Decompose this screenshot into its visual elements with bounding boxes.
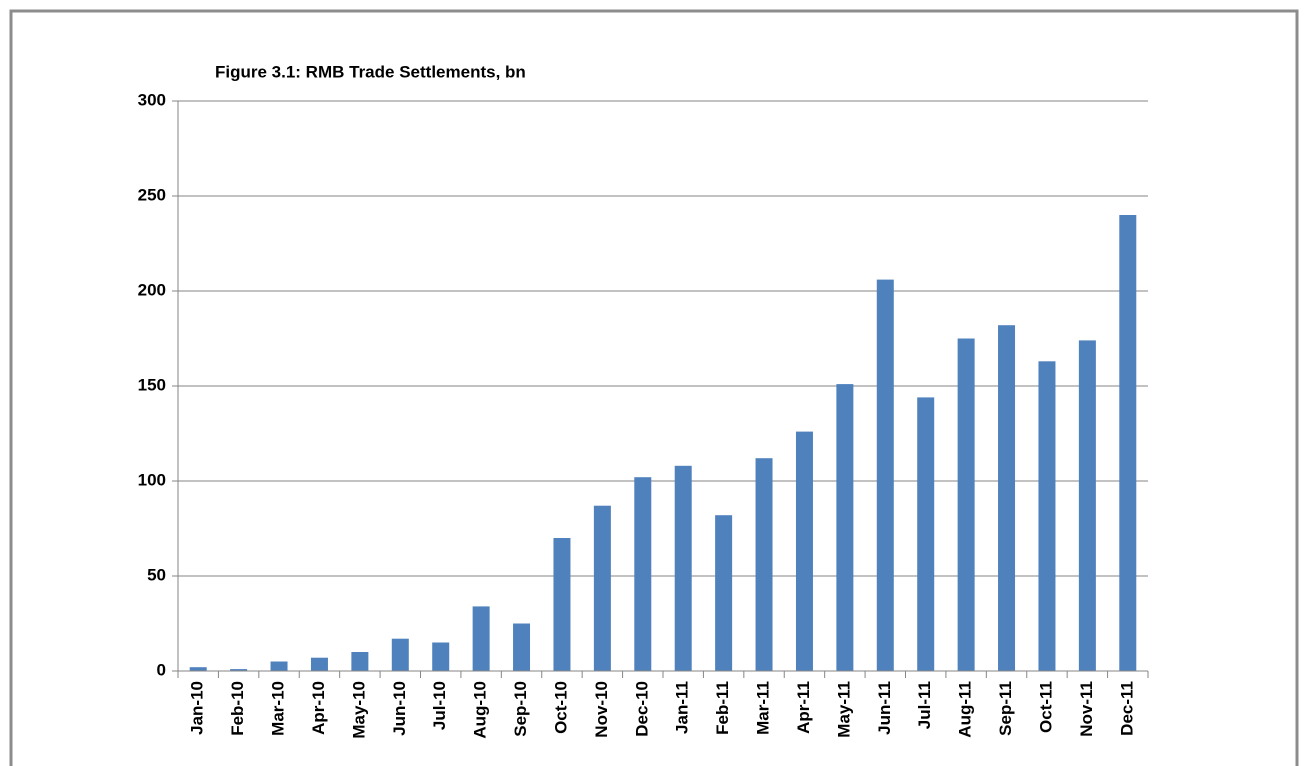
x-tick-label: Oct-10 (551, 681, 570, 734)
x-tick-label: Dec-10 (632, 681, 651, 737)
y-tick-label: 100 (138, 470, 166, 489)
x-tick-label: Apr-11 (794, 681, 813, 734)
x-tick-label: Feb-11 (713, 681, 732, 735)
bar (432, 642, 450, 671)
bar (795, 431, 813, 671)
bar (957, 338, 975, 671)
x-tick-label: May-11 (834, 681, 853, 738)
x-tick-label: Nov-10 (592, 681, 611, 738)
bar (230, 669, 248, 671)
x-tick-label: Mar-10 (269, 681, 288, 736)
bar (351, 652, 369, 671)
y-tick-label: 300 (138, 90, 166, 109)
bar (270, 661, 288, 671)
x-tick-label: Jun-11 (875, 681, 894, 735)
bar (836, 384, 854, 671)
y-tick-label: 250 (138, 185, 166, 204)
chart-title: Figure 3.1: RMB Trade Settlements, bn (215, 62, 526, 81)
bar (472, 606, 490, 671)
bar (391, 638, 409, 671)
bar (917, 397, 935, 671)
x-tick-label: Oct-11 (1036, 681, 1055, 733)
bar (553, 538, 571, 671)
bar (1119, 215, 1137, 671)
bar (674, 465, 692, 671)
bar (593, 505, 611, 671)
bar (513, 623, 531, 671)
bar (310, 657, 328, 671)
bar (634, 477, 652, 671)
x-tick-label: Jul-11 (915, 681, 934, 729)
bar (1038, 361, 1056, 671)
x-tick-label: Sep-11 (996, 681, 1015, 736)
x-tick-label: Apr-10 (309, 681, 328, 735)
bar (876, 279, 894, 671)
bar (189, 667, 207, 671)
bar (1078, 340, 1096, 671)
x-tick-label: Jan-11 (673, 681, 692, 734)
x-tick-label: Jul-10 (430, 681, 449, 730)
bar (755, 458, 773, 671)
x-tick-label: Dec-11 (1117, 681, 1136, 736)
x-tick-label: Sep-10 (511, 681, 530, 737)
x-tick-label: Nov-11 (1077, 681, 1096, 737)
bar (998, 325, 1016, 671)
y-tick-label: 50 (147, 565, 166, 584)
x-tick-label: Jan-10 (188, 681, 207, 735)
bar (715, 515, 733, 671)
x-tick-label: Aug-10 (471, 681, 490, 739)
y-tick-label: 0 (157, 660, 166, 679)
x-tick-label: Mar-11 (754, 681, 773, 735)
x-tick-label: Jun-10 (390, 681, 409, 736)
x-tick-label: Feb-10 (228, 681, 247, 736)
y-tick-label: 150 (138, 375, 166, 394)
x-tick-label: May-10 (349, 681, 368, 739)
chart-frame (9, 9, 1299, 766)
y-tick-label: 200 (138, 280, 166, 299)
x-tick-label: Aug-11 (956, 681, 975, 738)
